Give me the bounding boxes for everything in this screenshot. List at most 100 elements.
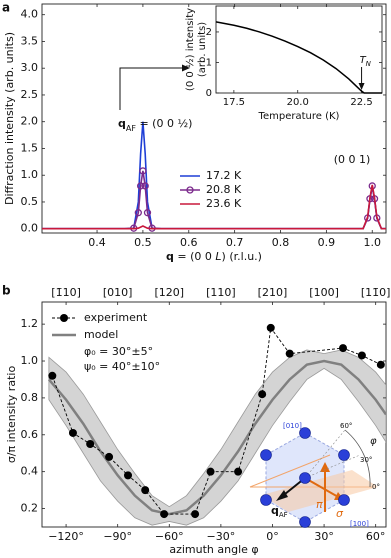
x-tick-label: 0.8 [272, 236, 290, 249]
y-tick-label: 4.0 [21, 8, 39, 21]
x-tick-label: 0° [266, 530, 279, 543]
y-axis-label: Diffraction intensity (arb. units) [3, 32, 16, 205]
y-tick-label: 1 [206, 57, 212, 68]
panel-label: a [2, 1, 10, 15]
x-tick-label: 0.9 [318, 236, 336, 249]
y-tick-label: 3.5 [21, 34, 39, 47]
arrowhead [182, 64, 190, 72]
angle-symbol: φ [370, 436, 377, 447]
arrowhead [276, 490, 288, 501]
top-tick-label: [010] [103, 286, 133, 299]
atom [299, 472, 311, 484]
x-tick-label: 17.5 [223, 97, 245, 108]
plot-area [47, 323, 386, 526]
q-symbol: q [271, 504, 279, 517]
inset-y-label: (0 0 ½) intensity [184, 8, 196, 91]
q-subscript: AF [279, 511, 288, 519]
x-tick-label: 30° [314, 530, 334, 543]
x-tick-label: 20.0 [287, 97, 309, 108]
fit-note: φ₀ = 30°±5° [84, 345, 153, 358]
tn-label: TN [360, 55, 372, 68]
y-tick-label: 0.0 [21, 222, 39, 235]
x-tick-label: 0.4 [88, 236, 106, 249]
direction-label: [100] [350, 520, 369, 528]
atoms [260, 427, 350, 528]
legend-label: 17.2 K [206, 169, 242, 182]
y-tick-label: 0.6 [21, 428, 39, 441]
legend-label: 20.8 K [206, 183, 242, 196]
data-point [339, 344, 347, 353]
legend-label: model [84, 328, 118, 341]
data-point [139, 167, 147, 175]
plot-frame [41, 3, 387, 234]
top-tick-label: [210] [258, 286, 288, 299]
inset-x-label: Temperature (K) [258, 111, 340, 122]
arrowhead [320, 462, 344, 500]
atom [338, 494, 350, 506]
peak-label-part: q [118, 117, 126, 130]
x-tick-label: −60° [155, 530, 184, 543]
geometry-diagram: [010] [100] 60° 30° 0° φ qAF π σ [249, 422, 380, 528]
model-band [48, 349, 386, 526]
atom [299, 516, 311, 528]
y-tick-label: 2.0 [21, 115, 39, 128]
top-tick-label: [100] [309, 286, 339, 299]
x-axis-label-part: = (0 0 [174, 250, 216, 263]
y-tick-label: 1.2 [21, 317, 39, 330]
data-point [136, 182, 145, 190]
x-tick-label: 0.7 [226, 236, 244, 249]
y-tick-label: 3.0 [21, 61, 39, 74]
peak-label: (0 0 1) [334, 153, 371, 166]
y-tick-label: 0.5 [21, 195, 39, 208]
pointer-arrow [119, 67, 184, 110]
data-point [160, 510, 169, 519]
y-axis-label: σ/π intensity ratio [5, 366, 18, 464]
x-axis-label: q = (0 0 L) (r.l.u.) [166, 250, 262, 263]
data-point [68, 428, 77, 437]
inset-y-label: (arb. units) [197, 22, 208, 77]
y-tick-label: 0.8 [21, 391, 39, 404]
angle-label: 0° [372, 483, 380, 491]
data-point [143, 209, 152, 217]
x-tick-label: 1.0 [363, 236, 381, 249]
x-tick-label: −30° [207, 530, 236, 543]
top-tick-label: [11̄0] [361, 286, 391, 299]
polarization-arrow [304, 468, 341, 512]
y-tick-label: 1.0 [21, 354, 39, 367]
data-point [285, 349, 294, 358]
series-line [42, 184, 386, 230]
plot-frame [215, 5, 383, 94]
data-point [376, 360, 385, 369]
x-tick-label: 60° [366, 530, 386, 543]
data-point [141, 486, 150, 495]
x-tick-label: −120° [48, 530, 84, 543]
experiment-line [51, 326, 382, 515]
direction-label: [010] [283, 422, 302, 430]
pi-label: π [316, 498, 323, 511]
angle-label: 60° [340, 422, 352, 430]
y-tick-label: 0.2 [21, 502, 39, 515]
atom [260, 494, 272, 506]
data-point [191, 510, 200, 519]
data-point [48, 371, 57, 380]
y-tick-label: 0.4 [21, 465, 39, 478]
data-point [134, 209, 142, 217]
data-point [206, 467, 215, 476]
peak-label-part: = (0 0 ½) [136, 117, 192, 130]
y-tick-label: 0 [206, 88, 212, 99]
legend-label: experiment [84, 311, 148, 324]
tn-subscript: N [366, 60, 372, 68]
y-tick-label: 1.5 [21, 141, 39, 154]
x-axis-label: azimuth angle φ [169, 543, 258, 556]
atom [299, 427, 311, 439]
data-point [141, 182, 149, 190]
data-point [357, 351, 366, 360]
x-tick-label: 0.5 [134, 236, 152, 249]
data-point [234, 467, 243, 476]
atom [338, 449, 350, 461]
data-point [266, 323, 275, 332]
angle-arc [344, 429, 371, 488]
sigma-label: σ [336, 507, 344, 520]
fit-note: ψ₀ = 40°±10° [84, 360, 160, 373]
